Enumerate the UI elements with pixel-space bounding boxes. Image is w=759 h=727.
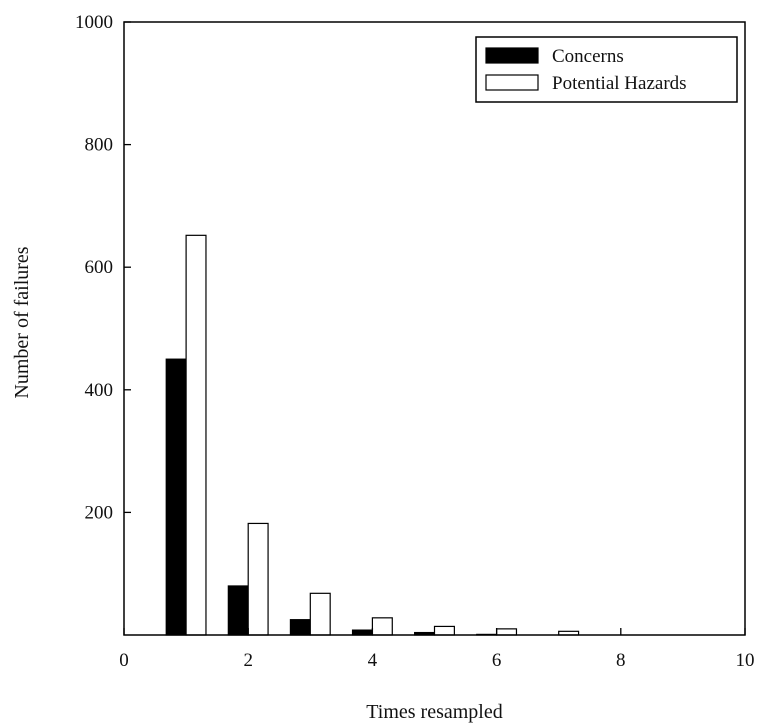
y-tick-label-600: 600: [85, 257, 114, 278]
bar-potential-hazards-5: [433, 625, 455, 636]
axes-layer: [123, 21, 746, 636]
bar-potential-hazards-6: [496, 628, 518, 636]
x-tick-label-8: 8: [616, 650, 626, 671]
ticks-layer: 0 2 4 6 8 10 200 400 600 800 1000: [75, 12, 755, 671]
bar-concerns-1: [165, 358, 187, 636]
bar-potential-hazards-4: [371, 617, 393, 636]
legend-swatch-concerns: [485, 47, 539, 64]
x-axis-title: Times resampled: [366, 701, 502, 723]
x-tick-label-4: 4: [368, 650, 378, 671]
y-tick-label-1000: 1000: [75, 12, 113, 33]
legend: Concerns Potential Hazards: [475, 36, 738, 103]
x-tick-label-2: 2: [243, 650, 253, 671]
bar-concerns-3: [289, 619, 311, 636]
legend-swatch-potential-hazards: [485, 74, 539, 91]
legend-label-concerns: Concerns: [552, 46, 624, 67]
y-axis-title: Number of failures: [11, 246, 33, 398]
bars-layer: [165, 234, 580, 636]
x-tick-label-6: 6: [492, 650, 502, 671]
y-tick-label-200: 200: [85, 502, 114, 523]
y-tick-label-400: 400: [85, 380, 114, 401]
bar-concerns-2: [227, 585, 249, 636]
x-tick-label-10: 10: [736, 650, 755, 671]
plot-frame: [123, 21, 746, 636]
legend-label-potential-hazards: Potential Hazards: [552, 73, 687, 94]
bar-potential-hazards-1: [185, 234, 207, 636]
bar-potential-hazards-2: [247, 522, 269, 636]
y-tick-label-800: 800: [85, 135, 114, 156]
bar-potential-hazards-3: [309, 592, 331, 636]
x-tick-label-0: 0: [119, 650, 129, 671]
